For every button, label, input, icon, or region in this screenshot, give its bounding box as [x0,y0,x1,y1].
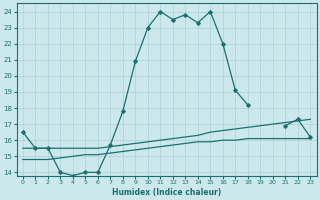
X-axis label: Humidex (Indice chaleur): Humidex (Indice chaleur) [112,188,221,197]
